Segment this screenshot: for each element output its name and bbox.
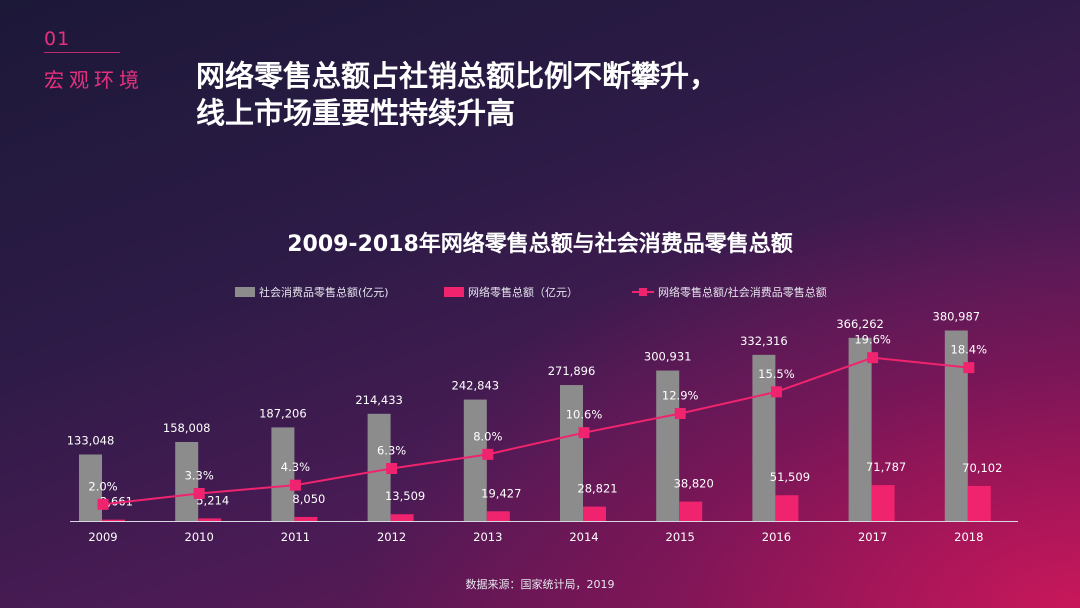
line-marker-ratio-2010 <box>193 488 205 499</box>
legend-swatch-gray-bar <box>235 287 255 297</box>
line-marker-ratio-2009 <box>97 498 109 510</box>
bar-online-retail-2011 <box>294 516 318 521</box>
headline: 网络零售总额占社销总额比例不断攀升， 线上市场重要性持续升高 <box>196 58 718 132</box>
data-label-online-retail: 8,050 <box>292 492 325 506</box>
data-label-social-retail: 271,896 <box>548 364 596 378</box>
data-label-social-retail: 300,931 <box>644 350 692 364</box>
data-label-ratio: 10.6% <box>566 408 603 422</box>
data-label-social-retail: 332,316 <box>740 334 788 348</box>
bar-online-retail-2009 <box>102 519 125 521</box>
data-label-ratio: 8.0% <box>473 429 502 443</box>
bar-online-retail-2018 <box>967 485 991 521</box>
data-label-ratio: 18.4% <box>951 343 988 357</box>
bar-social-retail-2017 <box>848 337 872 521</box>
headline-line-2: 线上市场重要性持续升高 <box>196 96 516 130</box>
legend-item-social-retail: 社会消费品零售总额(亿元) <box>235 284 389 300</box>
bar-online-retail-2014 <box>583 506 606 521</box>
bar-social-retail-2014 <box>560 385 583 521</box>
bar-online-retail-2015 <box>679 501 703 521</box>
chart-legend: 社会消费品零售总额(亿元) 网络零售总额（亿元） 网络零售总额/社会消费品零售总… <box>0 284 1080 302</box>
bar-online-retail-2016 <box>775 495 799 521</box>
data-label-ratio: 19.6% <box>854 333 891 347</box>
data-label-ratio: 2.0% <box>88 479 117 493</box>
x-tick-label: 2013 <box>473 530 502 544</box>
x-tick-label: 2012 <box>377 530 406 544</box>
x-tick-label: 2011 <box>281 530 310 544</box>
legend-item-ratio: 网络零售总额/社会消费品零售总额 <box>632 284 827 300</box>
data-label-social-retail: 366,262 <box>836 317 884 331</box>
data-label-online-retail: 19,427 <box>481 486 521 500</box>
data-label-ratio: 6.3% <box>377 444 406 458</box>
data-label-social-retail: 214,433 <box>355 393 403 407</box>
line-marker-ratio-2013 <box>482 448 494 460</box>
line-marker-ratio-2011 <box>289 479 301 491</box>
series-line-ratio <box>102 356 969 506</box>
legend-swatch-pink-bar <box>444 287 464 297</box>
data-label-ratio: 4.3% <box>281 460 310 474</box>
line-marker-ratio-2018 <box>963 362 975 374</box>
legend-item-online-retail: 网络零售总额（亿元） <box>444 284 578 300</box>
bar-social-retail-2015 <box>656 370 680 521</box>
data-label-online-retail: 51,509 <box>770 470 810 484</box>
data-label-online-retail: 38,820 <box>674 477 714 491</box>
line-marker-ratio-2015 <box>674 408 686 419</box>
line-marker-ratio-2017 <box>867 352 879 364</box>
chart-title: 2009-2018年网络零售总额与社会消费品零售总额 <box>287 232 793 257</box>
legend-label: 网络零售总额（亿元） <box>468 286 578 299</box>
data-label-social-retail: 133,048 <box>67 433 115 447</box>
bar-online-retail-2017 <box>871 485 895 521</box>
data-label-ratio: 15.5% <box>758 367 795 381</box>
data-label-online-retail: 13,509 <box>385 489 425 503</box>
data-label-social-retail: 380,987 <box>933 310 981 324</box>
data-label-social-retail: 187,206 <box>259 406 307 420</box>
bar-social-retail-2009 <box>79 454 102 521</box>
section-number: 01 <box>44 28 71 50</box>
data-label-ratio: 12.9% <box>662 389 699 403</box>
x-tick-label: 2015 <box>666 530 695 544</box>
legend-label: 网络零售总额/社会消费品零售总额 <box>658 286 827 299</box>
source-note: 数据来源：国家统计局，2019 <box>465 578 615 591</box>
headline-line-1: 网络零售总额占社销总额比例不断攀升， <box>196 59 719 93</box>
data-label-online-retail: 70,102 <box>962 461 1002 475</box>
section-label: 宏观环境 <box>44 68 144 92</box>
x-tick-label: 2010 <box>185 530 214 544</box>
legend-swatch-line-marker <box>632 287 654 297</box>
data-label-online-retail: 28,821 <box>577 482 617 496</box>
line-marker-ratio-2012 <box>386 463 398 474</box>
bar-online-retail-2010 <box>198 518 222 521</box>
x-tick-label: 2014 <box>569 530 598 544</box>
bar-social-retail-2011 <box>271 427 295 521</box>
data-label-online-retail: 71,787 <box>866 460 906 474</box>
x-tick-label: 2018 <box>954 530 983 544</box>
data-label-social-retail: 242,843 <box>452 379 500 393</box>
line-marker-ratio-2016 <box>770 386 782 398</box>
line-marker-ratio-2014 <box>578 427 590 439</box>
section-divider <box>44 52 120 53</box>
bar-online-retail-2012 <box>390 514 414 521</box>
x-tick-label: 2017 <box>858 530 887 544</box>
bar-social-retail-2013 <box>463 399 487 521</box>
data-label-ratio: 3.3% <box>185 469 214 483</box>
x-tick-label: 2009 <box>88 530 117 544</box>
legend-label: 社会消费品零售总额(亿元) <box>259 286 389 299</box>
data-label-social-retail: 158,008 <box>163 421 211 435</box>
x-tick-label: 2016 <box>762 530 791 544</box>
bar-social-retail-2018 <box>944 330 968 521</box>
bar-social-retail-2010 <box>175 441 199 521</box>
bar-social-retail-2012 <box>367 413 391 521</box>
bar-online-retail-2013 <box>486 511 510 521</box>
